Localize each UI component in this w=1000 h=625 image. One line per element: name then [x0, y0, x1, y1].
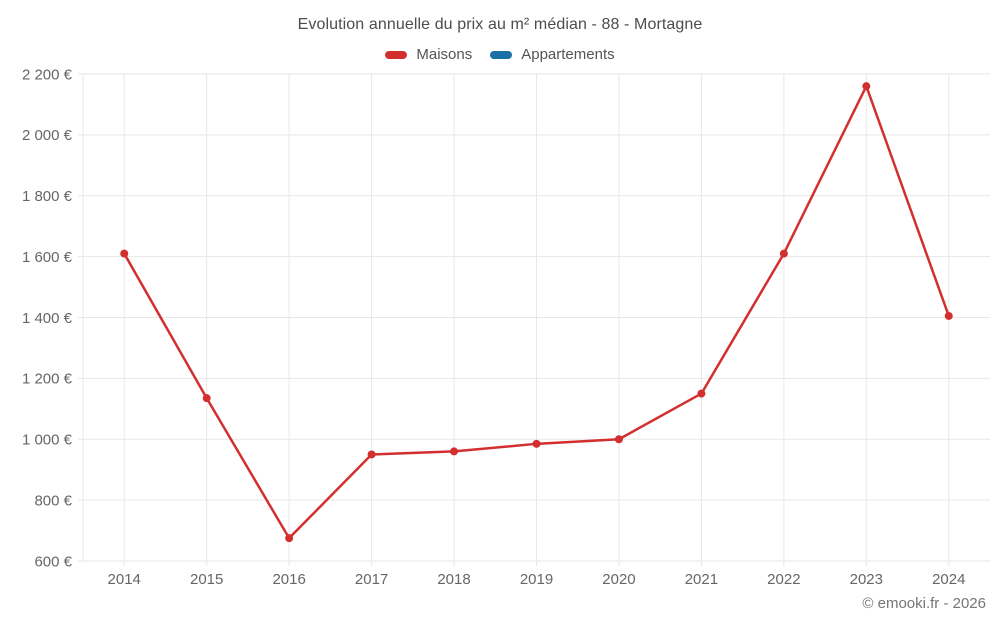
- x-tick-label: 2018: [437, 571, 470, 588]
- x-tick-label: 2020: [602, 571, 635, 588]
- maisons-data-point[interactable]: [697, 389, 706, 398]
- maisons-data-point[interactable]: [285, 534, 294, 543]
- y-tick-label: 600 €: [34, 553, 72, 570]
- y-tick-label: 800 €: [34, 492, 72, 509]
- footer-credit: © emooki.fr - 2026: [862, 595, 986, 612]
- y-tick-label: 1 200 €: [22, 371, 73, 388]
- appartements-series-swatch-icon: [490, 50, 513, 59]
- maisons-data-point[interactable]: [202, 394, 211, 403]
- legend-label-maisons: Maisons: [416, 46, 473, 63]
- maisons-data-point[interactable]: [120, 249, 129, 258]
- legend-label-appartements: Appartements: [521, 46, 615, 63]
- x-tick-label: 2014: [108, 571, 141, 588]
- x-tick-label: 2022: [767, 571, 800, 588]
- maisons-series-swatch-icon: [385, 50, 408, 59]
- x-tick-label: 2017: [355, 571, 388, 588]
- x-tick-label: 2021: [685, 571, 718, 588]
- maisons-data-point[interactable]: [862, 82, 871, 91]
- y-tick-label: 2 000 €: [22, 127, 73, 144]
- y-tick-label: 1 000 €: [22, 432, 73, 449]
- y-tick-label: 1 400 €: [22, 310, 73, 327]
- legend-item-appartements[interactable]: Appartements: [490, 46, 615, 63]
- x-tick-label: 2024: [932, 571, 965, 588]
- maisons-data-point[interactable]: [532, 439, 541, 448]
- legend-item-maisons[interactable]: Maisons: [385, 46, 472, 63]
- y-tick-label: 2 200 €: [22, 66, 73, 83]
- chart-title: Evolution annuelle du prix au m² médian …: [297, 16, 703, 33]
- x-tick-label: 2023: [850, 571, 883, 588]
- chart-legend: Maisons Appartements: [0, 46, 1000, 63]
- x-tick-label: 2019: [520, 571, 553, 588]
- maisons-data-point[interactable]: [944, 311, 953, 320]
- maisons-data-point[interactable]: [450, 447, 459, 456]
- x-tick-label: 2015: [190, 571, 223, 588]
- x-tick-label: 2016: [272, 571, 305, 588]
- y-tick-label: 1 800 €: [22, 188, 73, 205]
- maisons-data-point[interactable]: [367, 450, 376, 459]
- y-tick-label: 1 600 €: [22, 249, 73, 266]
- maisons-data-point[interactable]: [779, 249, 788, 258]
- maisons-data-point[interactable]: [614, 435, 623, 444]
